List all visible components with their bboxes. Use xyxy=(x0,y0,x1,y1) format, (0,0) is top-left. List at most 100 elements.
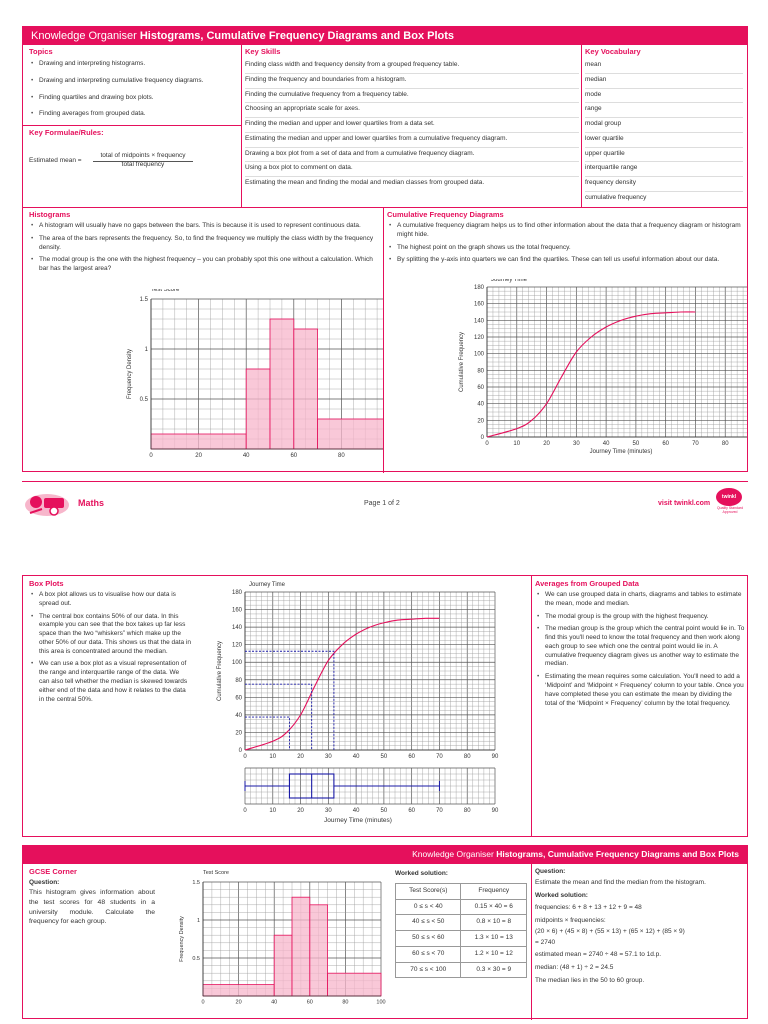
solution-line: midpoints × frequencies: xyxy=(535,917,606,925)
cumulative-frequency-curve xyxy=(486,311,696,438)
x-tick-label: 70 xyxy=(436,808,443,814)
chart-title: Test Score xyxy=(151,289,180,293)
x-tick-label: 20 xyxy=(236,1000,242,1006)
x-tick-label: 0 xyxy=(485,441,489,447)
y-tick-label: 60 xyxy=(477,385,484,391)
x-tick-label: 60 xyxy=(307,1000,313,1006)
solution-line: = 2740 xyxy=(535,938,556,946)
subject-label: Maths xyxy=(78,498,105,508)
worked-solution-label: Worked solution: xyxy=(395,870,448,877)
x-tick-label: 50 xyxy=(633,441,640,447)
solution-line: frequencies: 6 + 8 + 13 + 12 + 9 = 48 xyxy=(535,904,642,912)
cumulative-list: A cumulative frequency diagram helps us … xyxy=(387,222,743,265)
x-tick-label: 0 xyxy=(149,453,153,459)
y-tick-label: 1 xyxy=(197,918,200,924)
solution-line: (20 × 6) + (45 × 8) + (55 × 13) + (65 × … xyxy=(535,927,685,935)
boxplots-list: A box plot allows us to visualise how ou… xyxy=(29,591,191,704)
page-number: Page 1 of 2 xyxy=(364,500,400,507)
list-item: Finding class width and frequency densit… xyxy=(245,59,579,74)
x-tick-label: 50 xyxy=(381,808,388,814)
y-tick-label: 20 xyxy=(235,730,242,736)
chart-title: Journey Time xyxy=(491,279,528,283)
table-cell: 0.3 × 30 = 9 xyxy=(460,961,527,979)
formulae-heading: Key Formulae/Rules: xyxy=(29,128,104,137)
cumulative-heading: Cumulative Frequency Diagrams xyxy=(387,210,504,219)
topics-heading: Topics xyxy=(29,47,53,56)
list-item: Using a box plot to comment on data. xyxy=(245,162,579,178)
table-row: 50 ≤ s < 60 1.3 × 10 = 13 xyxy=(394,930,527,947)
table-row: 70 ≤ s < 100 0.3 × 30 = 9 xyxy=(394,961,527,979)
skills-list: Finding class width and frequency densit… xyxy=(245,59,579,191)
x-tick-label: 40 xyxy=(353,754,360,760)
y-axis-label: Cumulative Frequency xyxy=(217,641,223,701)
list-item: Finding averages from grouped data. xyxy=(29,110,237,119)
histograms-list: A histogram will usually have no gaps be… xyxy=(29,222,381,274)
formulae-section: Key Formulae/Rules: Estimated mean = tot… xyxy=(29,128,237,172)
x-tick-label: 20 xyxy=(543,441,550,447)
list-item: Estimating the mean requires some calcul… xyxy=(535,673,745,708)
formula-numerator: total of midpoints × frequency xyxy=(93,152,193,162)
x-tick-label: 10 xyxy=(269,808,276,814)
y-tick-label: 1 xyxy=(145,347,149,353)
page-two-bottom: Knowledge Organiser Histograms, Cumulati… xyxy=(22,845,748,1020)
averages-list: We can use grouped data in charts, diagr… xyxy=(535,591,745,708)
mean-formula: Estimated mean = total of midpoints × fr… xyxy=(29,152,237,172)
question-label: Question: xyxy=(535,868,566,875)
y-axis-label: Frequency Density xyxy=(179,916,185,962)
table-row: 60 ≤ s < 70 1.2 × 10 = 12 xyxy=(394,945,527,963)
question-text: Estimate the mean and find the median fr… xyxy=(535,878,706,886)
list-item: mean xyxy=(585,59,743,74)
quartile-guide-line xyxy=(245,683,313,750)
histogram-bar xyxy=(327,972,382,997)
page-one: Knowledge Organiser Histograms, Cumulati… xyxy=(22,26,748,473)
question-label: Question: xyxy=(29,879,60,887)
x-tick-label: 60 xyxy=(408,808,415,814)
y-tick-label: 120 xyxy=(232,643,243,649)
topics-list: Drawing and interpreting histograms. Dra… xyxy=(29,60,237,119)
x-tick-label: 40 xyxy=(353,808,360,814)
twinkl-link[interactable]: visit twinkl.com xyxy=(658,500,711,507)
y-tick-label: 160 xyxy=(232,608,243,614)
y-tick-label: 180 xyxy=(474,285,485,291)
x-tick-label: 40 xyxy=(603,441,610,447)
table-cell: 0.15 × 40 = 6 xyxy=(460,898,527,916)
list-item: Drawing a box plot from a set of data an… xyxy=(245,148,579,163)
cumulative-frequency-curve xyxy=(244,617,440,751)
y-tick-label: 1.5 xyxy=(192,880,200,886)
table-cell: 40 ≤ s < 50 xyxy=(394,914,462,932)
list-item: upper quartile xyxy=(585,148,743,163)
list-item: Finding quartiles and drawing box plots. xyxy=(29,94,237,103)
skills-section: Key Skills Finding class width and frequ… xyxy=(245,47,579,191)
x-tick-label: 20 xyxy=(297,754,304,760)
divider xyxy=(241,45,242,207)
histograms-heading: Histograms xyxy=(29,210,71,219)
histogram-bar xyxy=(317,418,383,450)
divider xyxy=(531,864,532,1020)
box-plot-chart: 0 10 20 30 40 50 60 70 80 90 xyxy=(243,767,499,814)
page-title: Knowledge Organiser Histograms, Cumulati… xyxy=(23,27,747,45)
x-tick-label: 0 xyxy=(201,1000,204,1006)
list-item: Choosing an appropriate scale for axes. xyxy=(245,103,579,119)
x-tick-label: 0 xyxy=(243,754,247,760)
x-tick-label: 20 xyxy=(297,808,304,814)
column-header: Frequency xyxy=(460,882,527,900)
x-tick-label: 30 xyxy=(573,441,580,447)
x-tick-label: 30 xyxy=(325,808,332,814)
x-tick-label: 80 xyxy=(464,808,471,814)
list-item: Drawing and interpreting cumulative freq… xyxy=(29,77,237,86)
list-item: Estimating the median and upper and lowe… xyxy=(245,133,579,148)
histogram-bar xyxy=(202,984,275,997)
quartile-guide-line xyxy=(245,716,290,750)
list-item: The highest point on the graph shows us … xyxy=(387,244,743,253)
solution-line: median: (48 + 1) ÷ 2 = 24.5 xyxy=(535,964,614,972)
cumulative-frequency-quartiles-chart: 0 10 20 30 40 50 60 70 80 90 0 20 40 60 80 100 120 140 160… xyxy=(217,582,499,760)
gcse-heading: GCSE Corner xyxy=(29,867,77,876)
list-item: The area of the bars represents the freq… xyxy=(29,235,381,253)
y-tick-label: 80 xyxy=(477,368,484,374)
histogram-bar xyxy=(269,318,295,450)
solution-line: estimated mean = 2740 ÷ 48 = 57.1 to 1d.… xyxy=(535,951,662,959)
table-cell: 0 ≤ s < 40 xyxy=(394,898,462,916)
list-item: The modal group is the one with the high… xyxy=(29,256,381,274)
y-tick-label: 60 xyxy=(235,695,242,701)
list-item: The modal group is the group with the hi… xyxy=(535,613,745,622)
